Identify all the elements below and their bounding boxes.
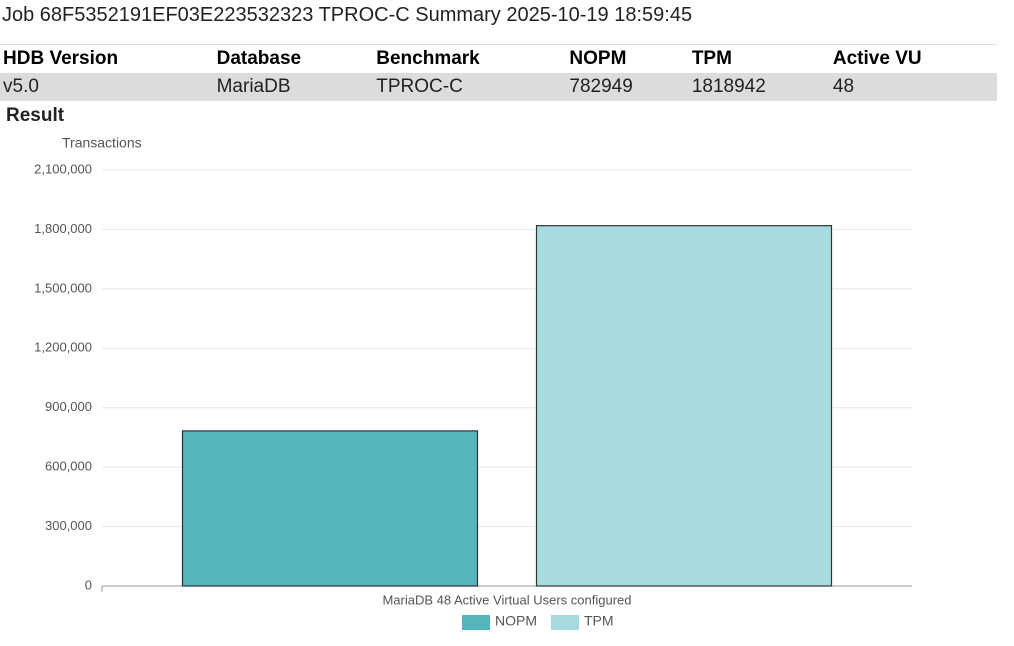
legend-swatch — [551, 615, 579, 630]
section-title: Result — [6, 105, 65, 126]
y-axis-label: Transactions — [62, 135, 142, 151]
y-tick-label: 1,500,000 — [34, 280, 92, 295]
table-body: v5.0 MariaDB TPROC-C 782949 1818942 48 — [0, 73, 997, 101]
y-tick-label: 1,200,000 — [34, 340, 92, 355]
column-header: Benchmark — [373, 44, 567, 73]
summary-table: HDB Version Database Benchmark NOPM TPM Activ… — [0, 44, 997, 101]
column-header: HDB Version — [0, 44, 214, 73]
y-tick-label: 1,800,000 — [34, 221, 92, 236]
y-tick-label: 900,000 — [45, 399, 92, 414]
table-cell: 1818942 — [688, 73, 830, 101]
page-title: Job 68F5352191EF03E223532323 TPROC-C Sum… — [2, 4, 693, 26]
table-cell: 782949 — [566, 73, 689, 101]
table-cell: 48 — [829, 73, 997, 101]
y-tick-label: 300,000 — [45, 518, 92, 533]
legend-label: TPM — [584, 613, 614, 629]
bar — [535, 225, 833, 587]
bar — [181, 430, 479, 587]
column-header: Database — [213, 44, 374, 73]
table-cell: TPROC-C — [373, 73, 567, 101]
column-header: NOPM — [566, 44, 689, 73]
legend-label: NOPM — [495, 613, 537, 629]
y-tick-label: 600,000 — [45, 459, 92, 474]
table-row: v5.0 MariaDB TPROC-C 782949 1818942 48 — [0, 73, 997, 101]
table-cell: v5.0 — [0, 73, 214, 101]
y-tick-label: 2,100,000 — [34, 161, 92, 176]
x-axis-label: MariaDB 48 Active Virtual Users configur… — [382, 592, 631, 607]
legend-swatch — [462, 615, 490, 630]
header-row: HDB Version Database Benchmark NOPM TPM Activ… — [0, 44, 997, 73]
column-header: TPM — [688, 44, 830, 73]
y-tick-label: 0 — [85, 577, 92, 592]
chart: Result Transactions 0 300,000 600,000 900,0… — [6, 105, 912, 630]
table-cell: MariaDB — [213, 73, 374, 101]
column-header: Active VU — [829, 44, 997, 73]
